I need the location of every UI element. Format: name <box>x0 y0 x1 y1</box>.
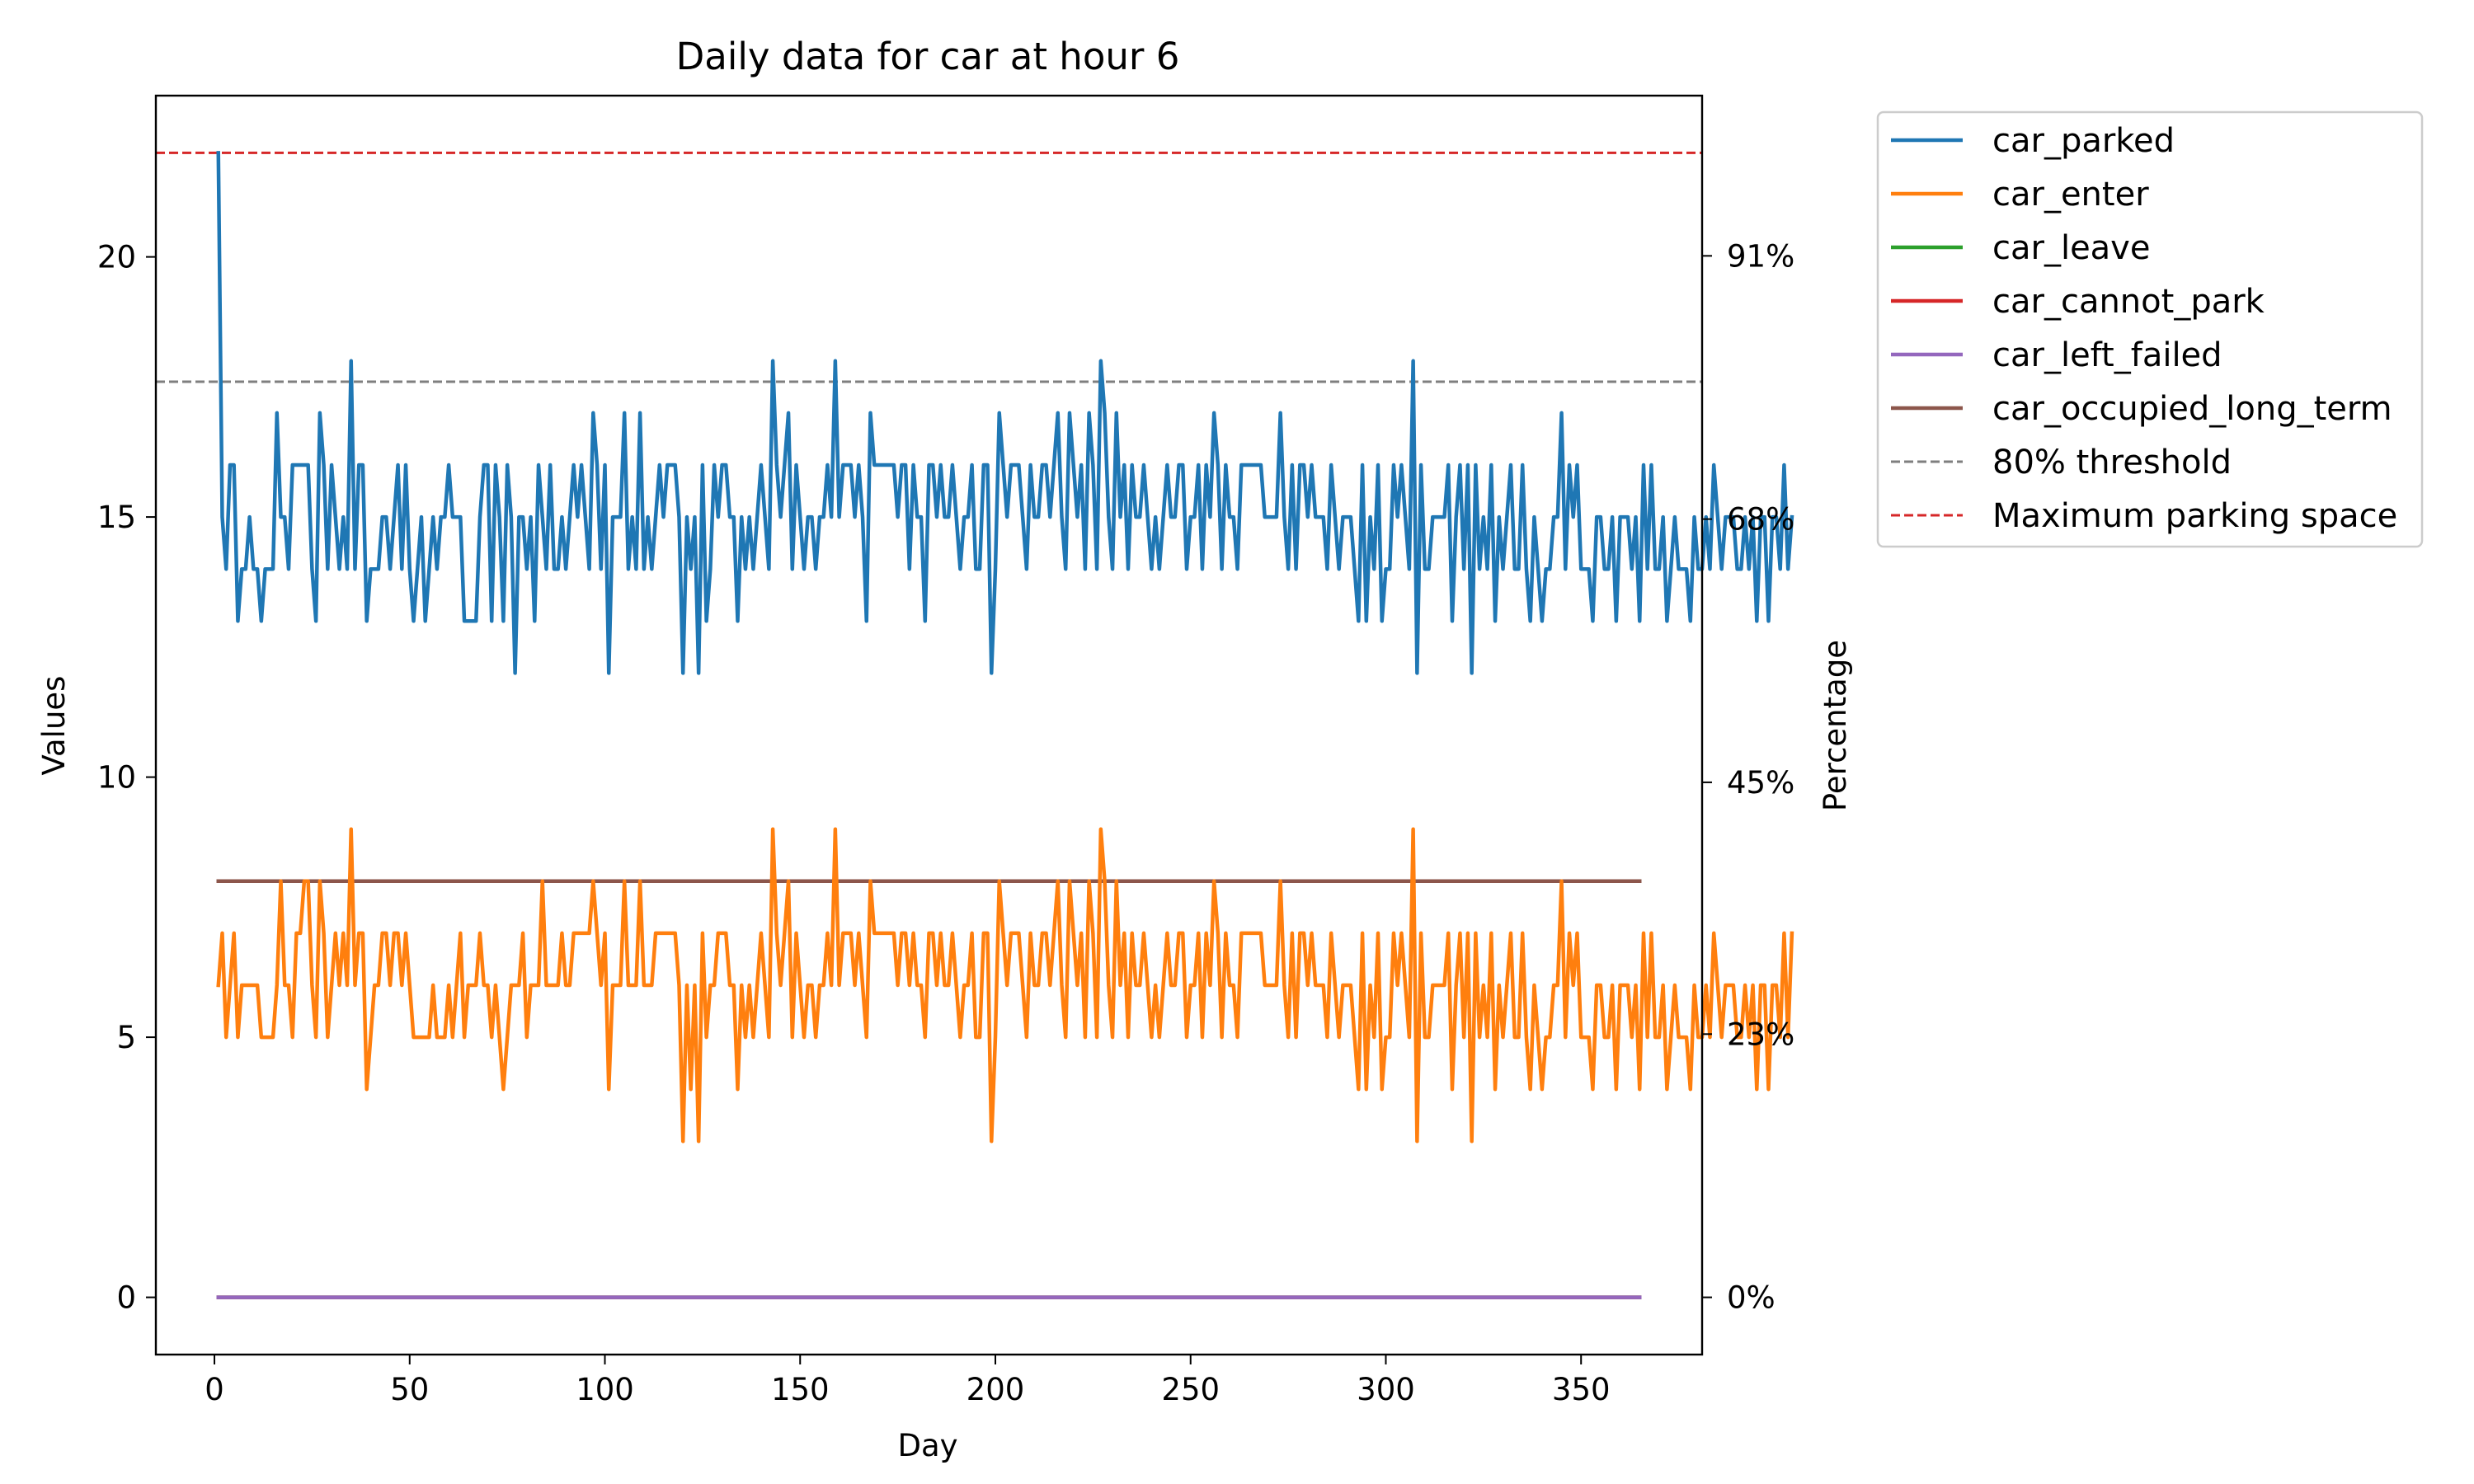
y-axis-label: Values <box>36 676 72 776</box>
x-tick-label: 100 <box>576 1372 634 1407</box>
y-tick-label: 20 <box>97 240 136 275</box>
y2-tick-label: 45% <box>1727 765 1794 801</box>
x-tick-label: 350 <box>1552 1372 1611 1407</box>
legend-label-car-enter: car_enter <box>1992 176 2149 214</box>
legend-box <box>1876 110 2424 548</box>
y2-tick-label: 91% <box>1727 238 1794 274</box>
y-tick-label: 5 <box>116 1020 136 1055</box>
legend-label-car-parked: car_parked <box>1992 122 2175 160</box>
x-tick-label: 200 <box>967 1372 1025 1407</box>
series-line-car-enter <box>216 827 1794 1144</box>
x-tick-label: 0 <box>205 1372 224 1407</box>
plot-frame <box>154 94 1704 1356</box>
x-tick-label: 150 <box>771 1372 830 1407</box>
x-tick-label: 50 <box>390 1372 429 1407</box>
y2-tick-label: 68% <box>1727 502 1794 538</box>
legend-label-car-left-failed: car_left_failed <box>1992 336 2222 374</box>
x-axis-label: Day <box>897 1428 957 1463</box>
y-axis-ticks: 0 5 10 15 20 <box>97 240 156 1316</box>
series-line-car-parked <box>216 151 1794 675</box>
x-tick-label: 300 <box>1357 1372 1415 1407</box>
y2-tick-label: 0% <box>1727 1280 1776 1316</box>
legend: car_parked car_enter car_leave car_cannot_p… <box>1876 110 2424 548</box>
y2-axis-label: Percentage <box>1818 640 1853 811</box>
y-tick-label: 0 <box>116 1280 136 1316</box>
series-lines <box>216 151 1794 1299</box>
y2-tick-label: 23% <box>1727 1017 1794 1052</box>
y-tick-label: 15 <box>97 500 136 535</box>
y2-axis-ticks: 0% 23% 45% 68% 91% <box>1702 238 1794 1316</box>
chart-title: Daily data for car at hour 6 <box>676 35 1180 78</box>
legend-label-maximum-parking-space: Maximum parking space <box>1992 497 2397 535</box>
x-axis-ticks: 0 50 100 150 200 250 300 350 <box>205 1355 1611 1407</box>
reference-lines <box>156 151 1702 383</box>
legend-label-car-cannot-park: car_cannot_park <box>1992 283 2265 321</box>
legend-label-80-threshold: 80% threshold <box>1992 444 2232 481</box>
legend-label-car-occupied-long-term: car_occupied_long_term <box>1992 390 2392 428</box>
x-tick-label: 250 <box>1161 1372 1220 1407</box>
legend-label-car-leave: car_leave <box>1992 229 2150 267</box>
y-tick-label: 10 <box>97 760 136 796</box>
